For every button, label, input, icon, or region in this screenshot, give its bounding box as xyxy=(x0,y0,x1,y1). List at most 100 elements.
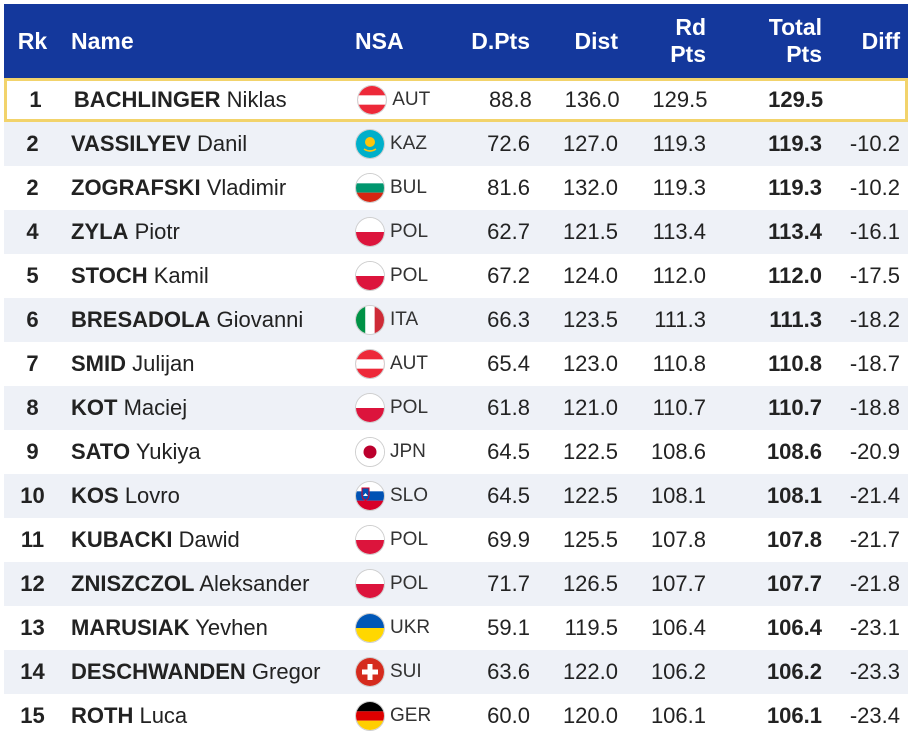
rank-cell: 14 xyxy=(20,659,45,684)
distance: 136.0 xyxy=(564,87,620,112)
pol-flag-icon xyxy=(355,217,385,247)
results-table: Rk Name NSA D.Pts Dist Rd Pts Total Pts … xyxy=(4,4,908,738)
athlete-surname: ZOGRAFSKI xyxy=(71,175,201,200)
nsa-cell: SLO xyxy=(355,481,440,511)
athlete-name: SATO Yukiya xyxy=(61,439,355,465)
table-row[interactable]: 12 ZNISZCZOL Aleksander POL 71.7 126.5 1… xyxy=(4,562,908,606)
nsa-code: SUI xyxy=(390,661,422,682)
table-row[interactable]: 2 VASSILYEV Danil KAZ 72.6 127.0 119.3 1… xyxy=(4,122,908,166)
round-points: 111.3 xyxy=(654,307,706,332)
nsa-code: GER xyxy=(390,705,432,726)
distance: 119.5 xyxy=(564,615,618,640)
nsa-cell: POL xyxy=(355,569,440,599)
header-total-pts: Total Pts xyxy=(706,14,822,68)
rank-cell: 8 xyxy=(26,395,39,420)
header-rk: Rk xyxy=(17,27,48,54)
athlete-name: KOT Maciej xyxy=(61,395,355,421)
total-points: 106.1 xyxy=(766,703,822,728)
table-row[interactable]: 15 ROTH Luca GER 60.0 120.0 106.1 106.1 … xyxy=(4,694,908,738)
athlete-surname: MARUSIAK xyxy=(71,615,190,640)
total-points: 110.8 xyxy=(768,351,822,376)
table-row[interactable]: 8 KOT Maciej POL 61.8 121.0 110.7 110.7 … xyxy=(4,386,908,430)
round-points: 107.7 xyxy=(650,571,706,596)
athlete-given-name: Yukiya xyxy=(135,439,201,464)
rank-cell: 9 xyxy=(26,439,39,464)
rank-cell: 10 xyxy=(20,483,45,508)
distance: 122.5 xyxy=(562,439,618,464)
header-rd-line1: Rd xyxy=(675,14,706,40)
distance-points: 64.5 xyxy=(487,483,530,508)
athlete-given-name: Maciej xyxy=(123,395,188,420)
table-row[interactable]: 14 DESCHWANDEN Gregor SUI 63.6 122.0 106… xyxy=(4,650,908,694)
athlete-given-name: Danil xyxy=(196,131,248,156)
athlete-given-name: Julijan xyxy=(132,351,195,376)
athlete-surname: KOS xyxy=(71,483,119,508)
header-diff: Diff xyxy=(861,27,900,54)
difference: -21.7 xyxy=(849,527,900,552)
nsa-cell: AUT xyxy=(357,85,442,115)
nsa-cell: KAZ xyxy=(355,129,440,159)
athlete-given-name: Kamil xyxy=(153,263,209,288)
round-points: 129.5 xyxy=(652,87,708,112)
athlete-name: ZNISZCZOL Aleksander xyxy=(61,571,355,597)
table-row[interactable]: 6 BRESADOLA Giovanni ITA 66.3 123.5 111.… xyxy=(4,298,908,342)
header-total-line2: Pts xyxy=(786,41,822,67)
round-points: 106.2 xyxy=(650,659,706,684)
difference: -21.4 xyxy=(849,483,900,508)
distance: 124.0 xyxy=(562,263,618,288)
athlete-given-name: Piotr xyxy=(134,219,180,244)
rank-cell: 5 xyxy=(26,263,39,288)
round-points: 110.7 xyxy=(652,395,706,420)
nsa-code: POL xyxy=(390,265,429,286)
round-points: 119.3 xyxy=(652,175,706,200)
table-row[interactable]: 9 SATO Yukiya JPN 64.5 122.5 108.6 108.6… xyxy=(4,430,908,474)
distance-points: 60.0 xyxy=(487,703,530,728)
round-points: 119.3 xyxy=(652,131,706,156)
athlete-surname: STOCH xyxy=(71,263,148,288)
difference: -16.1 xyxy=(849,219,900,244)
distance: 123.5 xyxy=(562,307,618,332)
rank-cell: 6 xyxy=(26,307,39,332)
table-row[interactable]: 13 MARUSIAK Yevhen UKR 59.1 119.5 106.4 … xyxy=(4,606,908,650)
distance: 122.5 xyxy=(562,483,618,508)
distance: 126.5 xyxy=(562,571,618,596)
nsa-cell: UKR xyxy=(355,613,440,643)
ger-flag-icon xyxy=(355,701,385,731)
difference: -23.4 xyxy=(849,703,900,728)
round-points: 112.0 xyxy=(652,263,706,288)
table-row[interactable]: 11 KUBACKI Dawid POL 69.9 125.5 107.8 10… xyxy=(4,518,908,562)
difference: -20.9 xyxy=(849,439,900,464)
total-points: 106.2 xyxy=(766,659,822,684)
table-header: Rk Name NSA D.Pts Dist Rd Pts Total Pts … xyxy=(4,4,908,78)
ukr-flag-icon xyxy=(355,613,385,643)
distance-points: 66.3 xyxy=(487,307,530,332)
nsa-code: POL xyxy=(390,573,429,594)
total-points: 129.5 xyxy=(768,87,824,112)
table-row[interactable]: 1 BACHLINGER Niklas AUT 88.8 136.0 129.5… xyxy=(4,78,908,122)
distance-points: 81.6 xyxy=(487,175,530,200)
nsa-code: POL xyxy=(390,397,429,418)
nsa-code: POL xyxy=(390,221,429,242)
nsa-code: KAZ xyxy=(390,133,427,154)
bul-flag-icon xyxy=(355,173,385,203)
table-row[interactable]: 7 SMID Julijan AUT 65.4 123.0 110.8 110.… xyxy=(4,342,908,386)
table-row[interactable]: 10 KOS Lovro SLO 64.5 122.5 108.1 108.1 … xyxy=(4,474,908,518)
table-row[interactable]: 2 ZOGRAFSKI Vladimir BUL 81.6 132.0 119.… xyxy=(4,166,908,210)
distance-points: 61.8 xyxy=(487,395,530,420)
table-row[interactable]: 5 STOCH Kamil POL 67.2 124.0 112.0 112.0… xyxy=(4,254,908,298)
distance: 120.0 xyxy=(562,703,618,728)
distance: 127.0 xyxy=(562,131,618,156)
difference: -18.8 xyxy=(849,395,900,420)
nsa-code: AUT xyxy=(390,353,428,374)
athlete-name: VASSILYEV Danil xyxy=(61,131,355,157)
athlete-name: DESCHWANDEN Gregor xyxy=(61,659,355,685)
distance: 123.0 xyxy=(562,351,618,376)
round-points: 113.4 xyxy=(652,219,706,244)
athlete-name: STOCH Kamil xyxy=(61,263,355,289)
pol-flag-icon xyxy=(355,525,385,555)
nsa-cell: BUL xyxy=(355,173,440,203)
athlete-name: SMID Julijan xyxy=(61,351,355,377)
table-row[interactable]: 4 ZYLA Piotr POL 62.7 121.5 113.4 113.4 … xyxy=(4,210,908,254)
athlete-name: BRESADOLA Giovanni xyxy=(61,307,355,333)
total-points: 107.7 xyxy=(766,571,822,596)
